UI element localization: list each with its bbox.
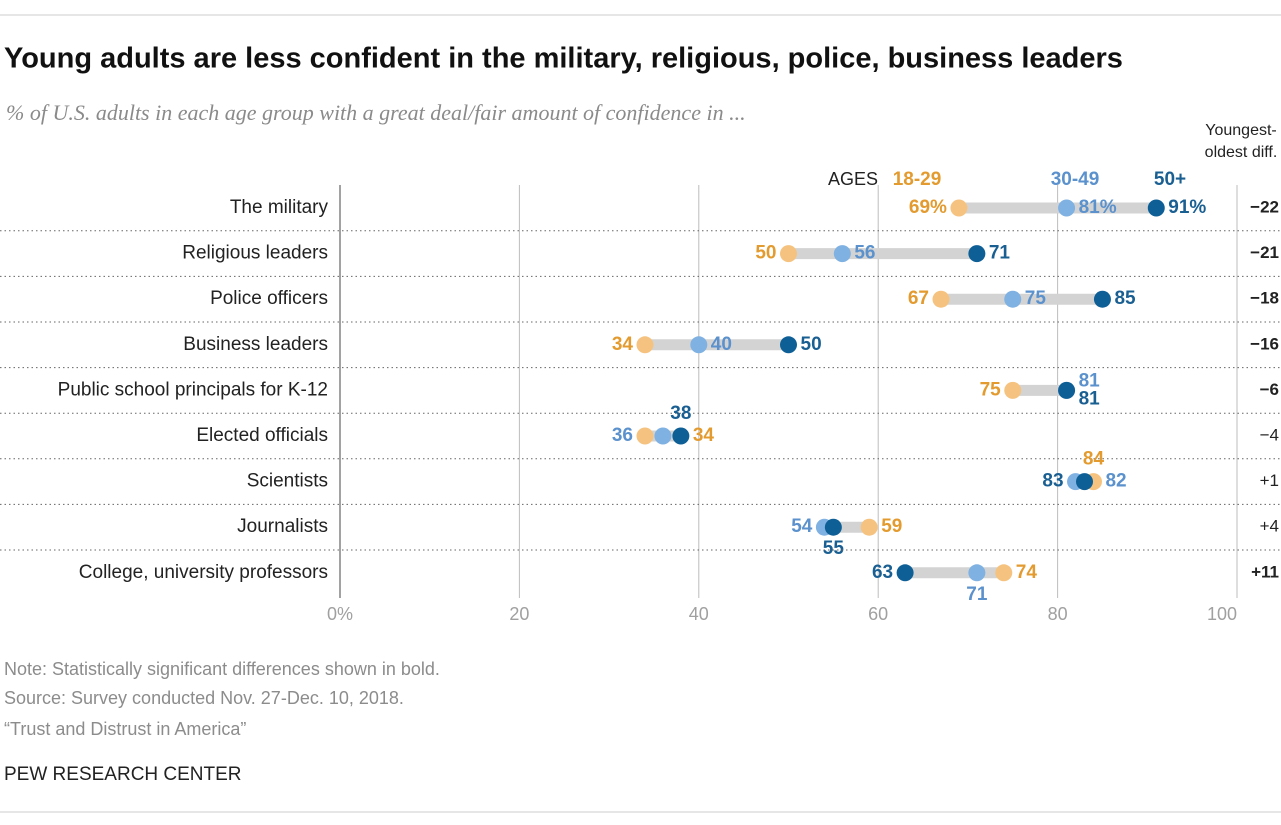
source: Source: Survey conducted Nov. 27-Dec. 10…	[4, 688, 404, 708]
value-label: 50	[755, 243, 776, 264]
value-label: 74	[1016, 562, 1038, 583]
brand: PEW RESEARCH CENTER	[4, 764, 242, 785]
dot	[636, 336, 654, 354]
dot	[654, 427, 672, 445]
dot	[690, 336, 708, 354]
category-label: Public school principals for K-12	[58, 379, 328, 400]
x-tick-label: 0%	[327, 604, 353, 624]
dot	[824, 518, 842, 536]
value-label: 83	[1042, 471, 1063, 492]
value-label: 84	[1083, 449, 1105, 470]
dot	[1147, 199, 1165, 217]
diff-label: −6	[1260, 380, 1279, 399]
dot	[968, 245, 986, 263]
value-label: 69%	[909, 197, 947, 218]
diff-label: −18	[1250, 289, 1279, 308]
diff-label: +1	[1260, 471, 1279, 490]
legend-entry: 18-29	[893, 169, 942, 190]
value-label: 67	[908, 288, 929, 309]
category-label: Business leaders	[183, 334, 328, 355]
value-label: 40	[711, 334, 732, 355]
legend-entry: 30-49	[1051, 169, 1100, 190]
value-label: 71	[989, 243, 1011, 264]
chart-subtitle: % of U.S. adults in each age group with …	[6, 100, 746, 125]
value-label: 91%	[1168, 197, 1206, 218]
value-label: 81	[1079, 388, 1101, 409]
report: “Trust and Distrust in America”	[4, 719, 246, 739]
diff-label: −22	[1250, 197, 1279, 216]
value-label: 81%	[1079, 197, 1117, 218]
x-tick-label: 60	[868, 604, 888, 624]
dot	[780, 336, 797, 354]
value-label: 82	[1105, 471, 1126, 492]
value-label: 38	[670, 403, 691, 424]
value-label: 59	[881, 516, 902, 537]
x-tick-label: 80	[1048, 604, 1068, 624]
dot	[968, 564, 986, 582]
dot	[896, 564, 914, 582]
dot	[1058, 381, 1076, 399]
diff-label: −16	[1250, 334, 1279, 353]
value-label: 75	[980, 379, 1002, 400]
x-tick-label: 20	[509, 604, 529, 624]
diff-header: Youngest-oldest diff.	[1204, 122, 1278, 161]
dot	[860, 518, 878, 536]
category-label: College, university professors	[79, 562, 328, 583]
category-label: The military	[230, 197, 329, 218]
value-label: 56	[854, 243, 875, 264]
diff-label: +11	[1251, 562, 1279, 581]
dot	[932, 290, 950, 308]
diff-label: −4	[1260, 425, 1279, 444]
dot	[636, 427, 654, 445]
value-label: 55	[823, 538, 845, 559]
value-label: 75	[1025, 288, 1047, 309]
dot	[1004, 290, 1022, 308]
dot	[1004, 381, 1022, 399]
dot	[950, 199, 968, 217]
value-label: 54	[791, 516, 813, 537]
legend-entry: 50+	[1154, 169, 1186, 190]
value-label: 71	[966, 584, 988, 605]
dot	[672, 427, 690, 445]
value-label: 63	[872, 562, 893, 583]
category-label: Journalists	[237, 516, 328, 537]
dot	[1058, 199, 1076, 217]
dot	[1076, 473, 1094, 491]
x-tick-label: 100	[1207, 604, 1237, 624]
category-label: Elected officials	[196, 425, 328, 446]
value-label: 50	[801, 334, 822, 355]
chart-title: Young adults are less confident in the m…	[4, 43, 1123, 75]
value-label: 36	[612, 425, 633, 446]
diff-label: +4	[1260, 517, 1279, 536]
diff-label: −21	[1250, 243, 1279, 262]
value-label: 85	[1114, 288, 1136, 309]
category-label: Religious leaders	[182, 243, 328, 264]
dot	[780, 245, 797, 263]
value-label: 34	[612, 334, 634, 355]
value-label: 34	[693, 425, 715, 446]
dot	[1093, 290, 1111, 308]
legend-title: AGES	[828, 169, 878, 189]
x-tick-label: 40	[689, 604, 709, 624]
note: Note: Statistically significant differen…	[4, 659, 440, 679]
value-label: 81	[1079, 370, 1101, 391]
category-label: Police officers	[210, 288, 328, 309]
category-label: Scientists	[247, 471, 328, 492]
dot	[833, 245, 851, 263]
dot	[995, 564, 1013, 582]
